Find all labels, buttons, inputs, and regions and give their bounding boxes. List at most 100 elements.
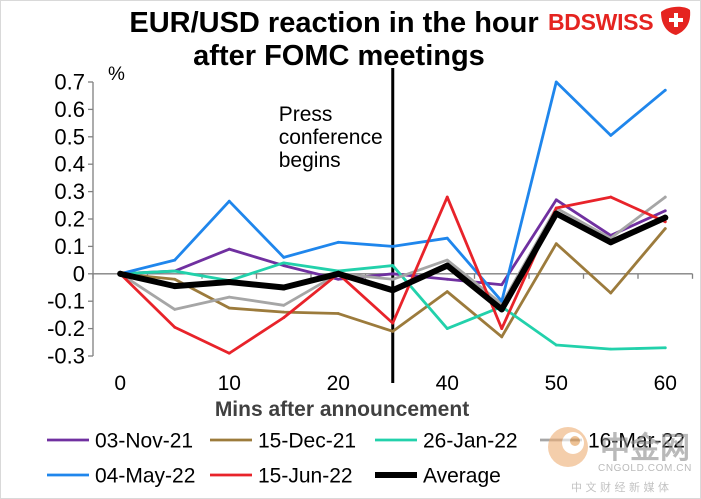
legend-label: 15-Dec-21 (258, 430, 356, 453)
data-point-15-jun-22-1 (173, 325, 177, 329)
watermark-tagline: 中 文 财 经 新 媒 体 (571, 480, 669, 494)
y-tick-label: 0.4 (54, 152, 85, 177)
y-tick-label: 0.2 (54, 207, 85, 232)
legend-item-average: Average (375, 465, 501, 488)
data-point-15-dec-21-4 (336, 312, 340, 315)
data-point-04-may-22-2 (227, 199, 231, 203)
y-tick-label: 0.6 (54, 97, 85, 122)
data-point-average-5 (389, 287, 396, 294)
data-point-average-1 (171, 283, 178, 290)
data-point-15-jun-22-2 (227, 351, 231, 355)
chart-title-line-2: after FOMC meetings (193, 40, 485, 72)
legend-label: Average (423, 465, 501, 488)
data-point-16-mar-22-5 (391, 277, 395, 281)
y-tick-label: 0.7 (54, 70, 85, 95)
data-point-15-dec-21-10 (663, 227, 667, 230)
data-point-average-0 (117, 270, 124, 277)
legend-label: 26-Jan-22 (423, 430, 518, 453)
x-axis-title: Mins after announcement (215, 398, 469, 421)
y-tick-label: -0.2 (47, 316, 85, 341)
data-point-average-3 (280, 284, 287, 291)
data-point-average-4 (335, 270, 342, 277)
data-point-04-may-22-6 (445, 236, 449, 240)
legend-item-26-jan-22: 26-Jan-22 (375, 430, 518, 453)
data-point-15-dec-21-6 (445, 290, 449, 294)
data-point-15-jun-22-5 (391, 321, 395, 325)
data-point-04-may-22-4 (336, 240, 340, 244)
data-point-03-nov-21-6 (445, 277, 449, 281)
y-tick-label: 0 (73, 261, 85, 286)
legend: 03-Nov-21 15-Dec-21 26-Jan-22 16-Mar-22 04-M… (47, 430, 685, 488)
data-point-15-jun-22-9 (609, 195, 613, 199)
data-point-26-jan-22-5 (391, 264, 395, 267)
data-point-26-jan-22-10 (663, 346, 667, 350)
legend-label: 15-Jun-22 (258, 465, 353, 488)
watermark-domain: CNGOLD.COM.CN (598, 463, 692, 474)
chart-title-line-1: EUR/USD reaction in the hour (129, 7, 538, 39)
data-point-03-nov-21-3 (282, 264, 286, 267)
x-tick-label: 60 (654, 372, 677, 395)
data-point-03-nov-21-4 (336, 277, 340, 281)
watermark-logo-core (570, 436, 580, 446)
legend-item-03-nov-21: 03-Nov-21 (47, 430, 193, 453)
data-point-04-may-22-5 (391, 245, 395, 248)
y-tick-label: 0.1 (54, 234, 85, 259)
data-point-26-jan-22-1 (173, 269, 177, 273)
watermark-name: 中金网 (600, 431, 690, 466)
press-conference-label-line: conference (279, 126, 383, 149)
data-point-03-nov-21-7 (500, 283, 504, 287)
data-point-16-mar-22-10 (663, 195, 667, 199)
data-point-15-jun-22-7 (500, 327, 504, 330)
data-point-16-mar-22-2 (227, 295, 231, 299)
data-point-03-nov-21-8 (554, 198, 558, 202)
data-point-average-6 (444, 262, 451, 269)
data-point-04-may-22-1 (173, 258, 177, 262)
data-point-04-may-22-8 (554, 80, 558, 84)
legend-item-15-jun-22: 15-Jun-22 (210, 465, 353, 488)
data-point-average-9 (607, 239, 614, 246)
data-point-26-jan-22-8 (554, 343, 558, 347)
legend-item-04-may-22: 04-May-22 (47, 465, 195, 488)
data-point-15-jun-22-6 (445, 195, 449, 199)
data-point-15-jun-22-3 (282, 316, 286, 320)
data-point-average-10 (662, 214, 669, 221)
axes: 0.70.60.50.40.30.20.10-0.1-0.2-0.30 10 20 4… (47, 70, 694, 395)
data-point-16-mar-22-6 (445, 258, 449, 262)
watermark-logo-icon (548, 427, 588, 467)
data-point-26-jan-22-9 (609, 347, 613, 351)
data-point-15-dec-21-2 (227, 306, 231, 310)
y-axis-unit-label: % (108, 64, 125, 85)
x-tick-label: 10 (218, 372, 241, 395)
data-point-26-jan-22-6 (445, 327, 449, 330)
brand-logo-text: BDSWISS (548, 9, 653, 35)
data-point-15-dec-21-8 (554, 242, 558, 246)
data-point-04-may-22-7 (500, 299, 504, 303)
data-point-average-2 (226, 279, 233, 286)
y-tick-label: -0.3 (47, 344, 85, 369)
data-point-16-mar-22-3 (282, 303, 286, 307)
press-conference-label-line: begins (279, 149, 341, 172)
data-point-04-may-22-3 (282, 255, 286, 259)
data-point-26-jan-22-3 (282, 261, 286, 265)
data-point-03-nov-21-10 (663, 209, 667, 213)
data-point-04-may-22-9 (609, 134, 613, 137)
series-average (117, 210, 669, 313)
x-tick-label: 50 (545, 372, 568, 395)
x-tick-label: 40 (436, 372, 459, 395)
data-point-03-nov-21-2 (227, 247, 231, 251)
y-tick-label: -0.1 (47, 289, 85, 314)
y-tick-label: 0.5 (54, 124, 85, 149)
legend-label: 03-Nov-21 (95, 430, 193, 453)
legend-label: 16-Mar-22 (588, 430, 685, 453)
plot-series (117, 80, 669, 355)
data-point-15-dec-21-5 (391, 329, 395, 333)
chart-title: EUR/USD reaction in the hour after FOMC … (129, 7, 538, 72)
y-tick-label: 0.3 (54, 179, 85, 204)
data-point-16-mar-22-1 (173, 308, 177, 311)
x-tick-label: 20 (327, 372, 350, 395)
data-point-15-jun-22-8 (554, 206, 558, 210)
legend-item-15-dec-21: 15-Dec-21 (210, 430, 356, 453)
series-04-may-22 (118, 80, 667, 303)
data-point-15-dec-21-7 (500, 335, 504, 339)
logo-cross-vertical (674, 13, 678, 27)
